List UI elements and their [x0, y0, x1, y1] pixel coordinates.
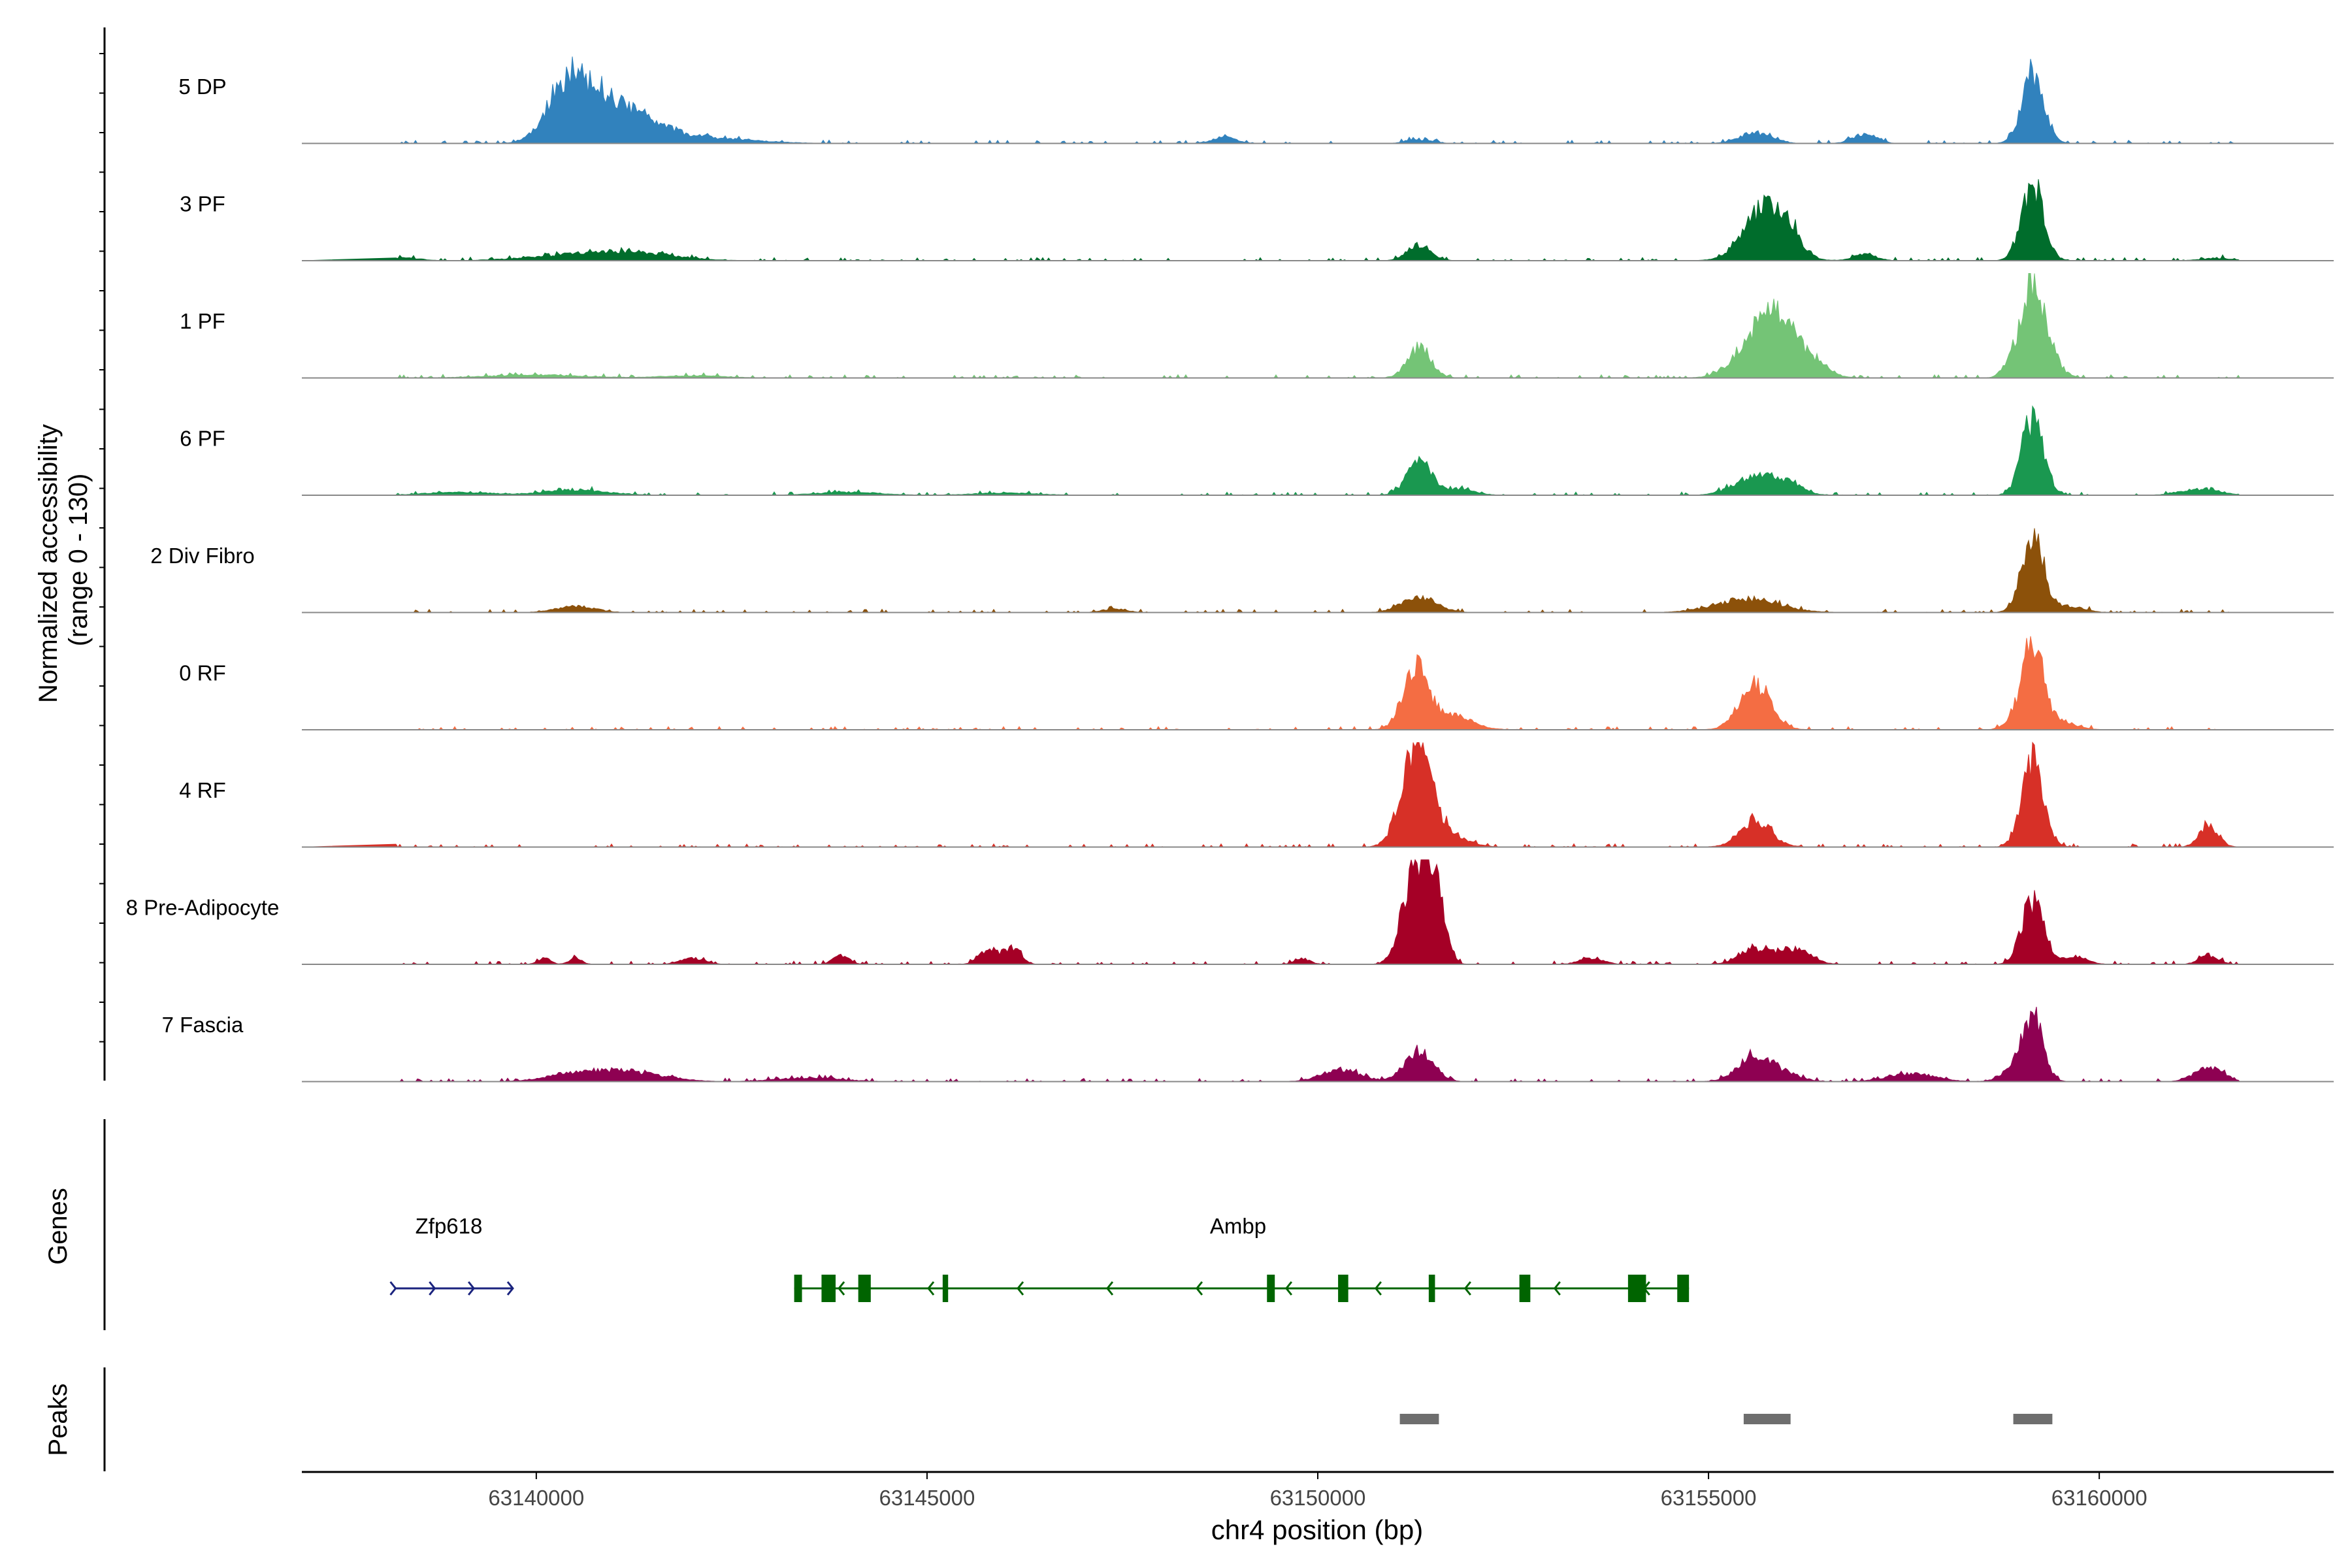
- exon: [1338, 1275, 1348, 1302]
- strand-arrow: [927, 1281, 935, 1296]
- coverage-area-2-div-fibro: [302, 528, 2240, 613]
- track-label: 8 Pre-Adipocyte: [126, 896, 280, 920]
- strand-arrow: [1553, 1281, 1561, 1296]
- strand-arrow: [1017, 1281, 1024, 1296]
- exon: [858, 1275, 871, 1302]
- strand-arrow: [1284, 1281, 1293, 1296]
- strand-arrow: [1374, 1281, 1382, 1296]
- coverage-y-axis-label-line1: Normalized accessibility: [34, 424, 63, 703]
- x-tick-label: 63160000: [2051, 1486, 2148, 1510]
- track-label: 1 PF: [180, 309, 225, 333]
- track-0: 5 DP: [178, 56, 2334, 144]
- x-axis-label: chr4 position (bp): [1211, 1514, 1424, 1545]
- track-label: 2 Div Fibro: [150, 544, 255, 568]
- coverage-area-4-rf: [301, 742, 2240, 848]
- coverage-area-3-pf: [301, 179, 2242, 261]
- coverage-panel: Normalized accessibility (range 0 - 130)…: [34, 27, 2334, 1083]
- track-5: 0 RF: [179, 636, 2334, 730]
- exon: [794, 1275, 802, 1302]
- peak-region: [1399, 1414, 1439, 1424]
- coverage-area-7-fascia: [302, 1007, 2241, 1083]
- track-3: 6 PF: [180, 405, 2334, 496]
- coverage-area-5-dp: [302, 56, 2240, 144]
- exon: [1519, 1275, 1531, 1302]
- strand-arrow: [506, 1281, 514, 1296]
- peak-region: [2013, 1414, 2053, 1424]
- x-tick-label: 63145000: [879, 1486, 975, 1510]
- track-6: 4 RF: [179, 742, 2334, 848]
- strand-arrow: [467, 1281, 476, 1296]
- exon: [942, 1275, 949, 1302]
- track-label: 6 PF: [180, 427, 225, 451]
- strand-arrow: [1195, 1281, 1203, 1296]
- track-label: 5 DP: [178, 74, 226, 99]
- x-tick-label: 63140000: [488, 1486, 584, 1510]
- track-7: 8 Pre-Adipocyte: [126, 858, 2334, 965]
- coverage-area-8-pre-adipocyte: [301, 858, 2240, 965]
- strand-arrow: [838, 1281, 845, 1296]
- coverage-y-axis-label: Normalized accessibility (range 0 - 130): [34, 417, 93, 703]
- exon: [1627, 1275, 1646, 1302]
- x-tick-label: 63155000: [1661, 1486, 1757, 1510]
- track-label: 4 RF: [179, 778, 226, 802]
- genes-y-axis-label: Genes: [44, 1188, 73, 1265]
- gene-label: Zfp618: [416, 1214, 483, 1238]
- coverage-area-1-pf: [301, 273, 2241, 379]
- track-label: 3 PF: [180, 192, 225, 216]
- coverage-area-0-rf: [302, 636, 2240, 730]
- exon: [821, 1275, 836, 1302]
- strand-arrow: [389, 1281, 397, 1296]
- track-label: 0 RF: [179, 661, 226, 685]
- track-label: 7 Fascia: [162, 1013, 244, 1037]
- coverage-y-axis-label-line2: (range 0 - 130): [64, 474, 93, 647]
- exon: [1267, 1275, 1275, 1302]
- exon: [1428, 1275, 1435, 1302]
- coverage-area-6-pf: [301, 405, 2241, 496]
- peaks-panel: Peaks chr4 position (bp) 63140000 6314500…: [44, 1367, 2334, 1545]
- strand-arrow: [429, 1281, 436, 1296]
- gene-label: Ambp: [1210, 1214, 1266, 1238]
- track-8: 7 Fascia: [162, 1007, 2334, 1083]
- x-tick-label: 63150000: [1270, 1486, 1366, 1510]
- strand-arrow: [1106, 1281, 1114, 1296]
- gene-zfp618: Zfp618: [389, 1214, 514, 1296]
- track-2: 1 PF: [180, 273, 2334, 379]
- track-4: 2 Div Fibro: [150, 528, 2334, 613]
- peaks-y-axis-label: Peaks: [44, 1383, 73, 1456]
- track-1: 3 PF: [180, 179, 2334, 261]
- genes-panel: Genes Zfp618 Ambp: [44, 1119, 1690, 1330]
- peak-region: [1743, 1414, 1791, 1424]
- gene-ambp: Ambp: [794, 1214, 1690, 1302]
- strand-arrow: [1463, 1281, 1471, 1296]
- exon: [1677, 1275, 1690, 1302]
